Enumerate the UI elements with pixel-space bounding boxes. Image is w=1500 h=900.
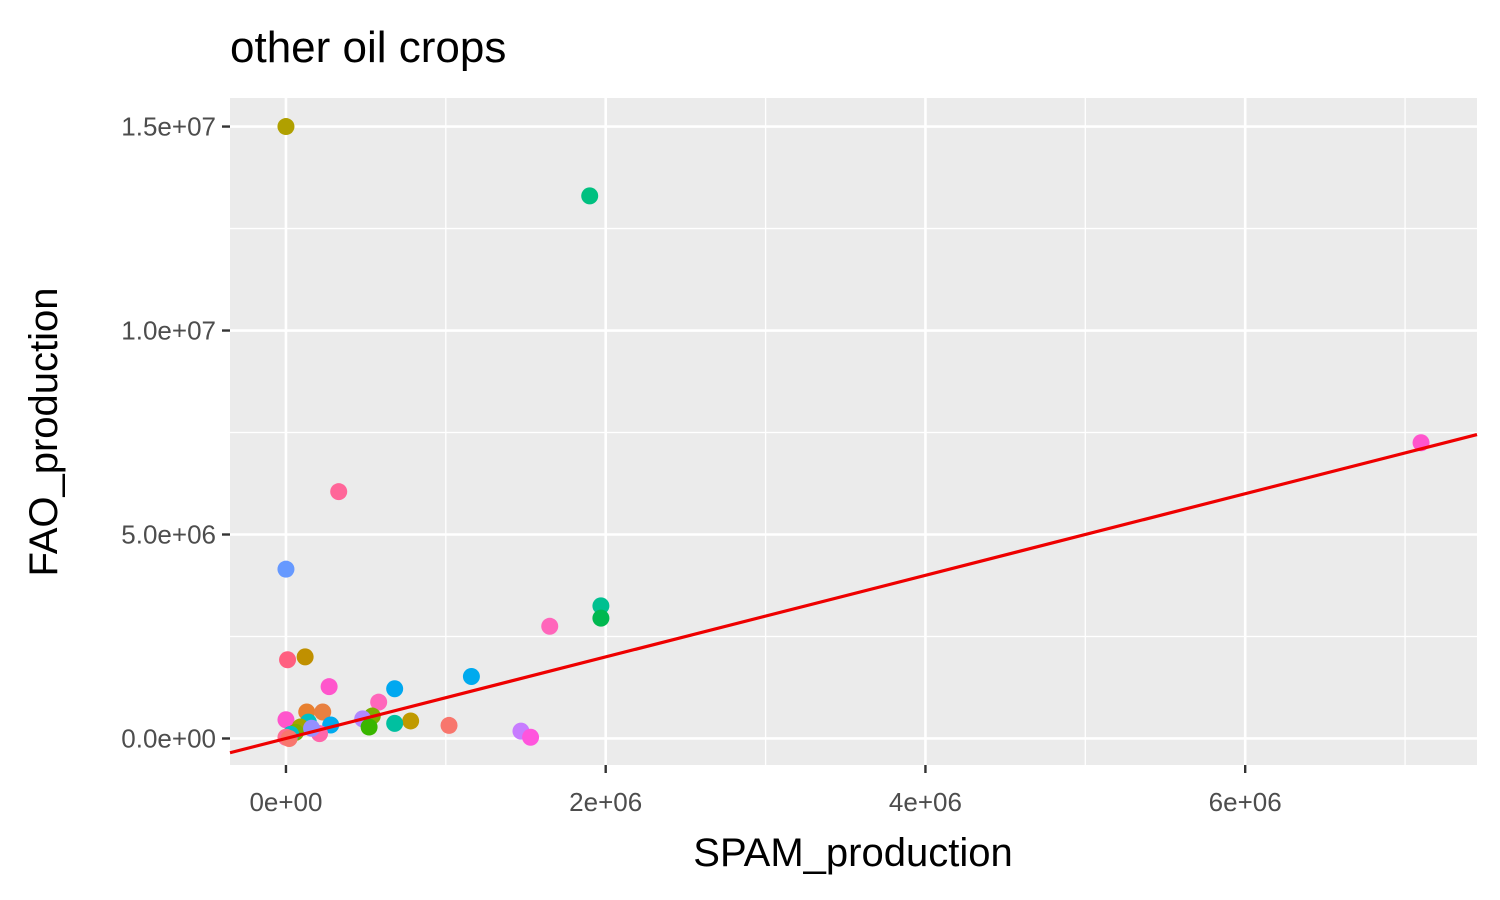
data-point [314, 703, 332, 721]
data-point [320, 678, 338, 696]
data-point [462, 667, 480, 685]
y-tick-label: 0.0e+00 [121, 723, 216, 753]
data-point [296, 648, 314, 666]
data-point [386, 680, 404, 698]
chart-title: other oil crops [230, 23, 506, 72]
y-axis: 0.0e+00 5.0e+06 1.0e+07 1.5e+07 [121, 112, 230, 753]
reference-line [229, 433, 1478, 755]
x-axis: 0e+00 2e+06 4e+06 6e+06 [249, 765, 1282, 817]
y-axis-title: FAO_production [22, 287, 66, 576]
data-point [330, 483, 348, 501]
data-point [370, 693, 388, 711]
y-tick-label: 1.0e+07 [121, 316, 216, 346]
data-point [581, 187, 599, 205]
x-tick-label: 0e+00 [249, 787, 322, 817]
data-point [386, 714, 404, 732]
data-point [277, 711, 295, 729]
x-tick-label: 2e+06 [569, 787, 642, 817]
data-point [360, 718, 378, 736]
x-axis-title: SPAM_production [693, 831, 1012, 875]
plot-panel [230, 98, 1477, 765]
data-points [277, 118, 1430, 747]
x-tick-label: 4e+06 [889, 787, 962, 817]
minor-gridlines [230, 98, 1477, 765]
data-point [541, 617, 559, 635]
data-point [277, 118, 295, 136]
x-tick-label: 6e+06 [1209, 787, 1282, 817]
major-gridlines [230, 98, 1477, 765]
y-tick-label: 1.5e+07 [121, 112, 216, 142]
data-point [402, 712, 420, 730]
data-point [440, 716, 458, 734]
data-point [592, 597, 610, 615]
data-point [592, 609, 610, 627]
y-tick-label: 5.0e+06 [121, 520, 216, 550]
data-point [279, 651, 297, 669]
data-point [522, 728, 540, 746]
data-point [277, 560, 295, 578]
